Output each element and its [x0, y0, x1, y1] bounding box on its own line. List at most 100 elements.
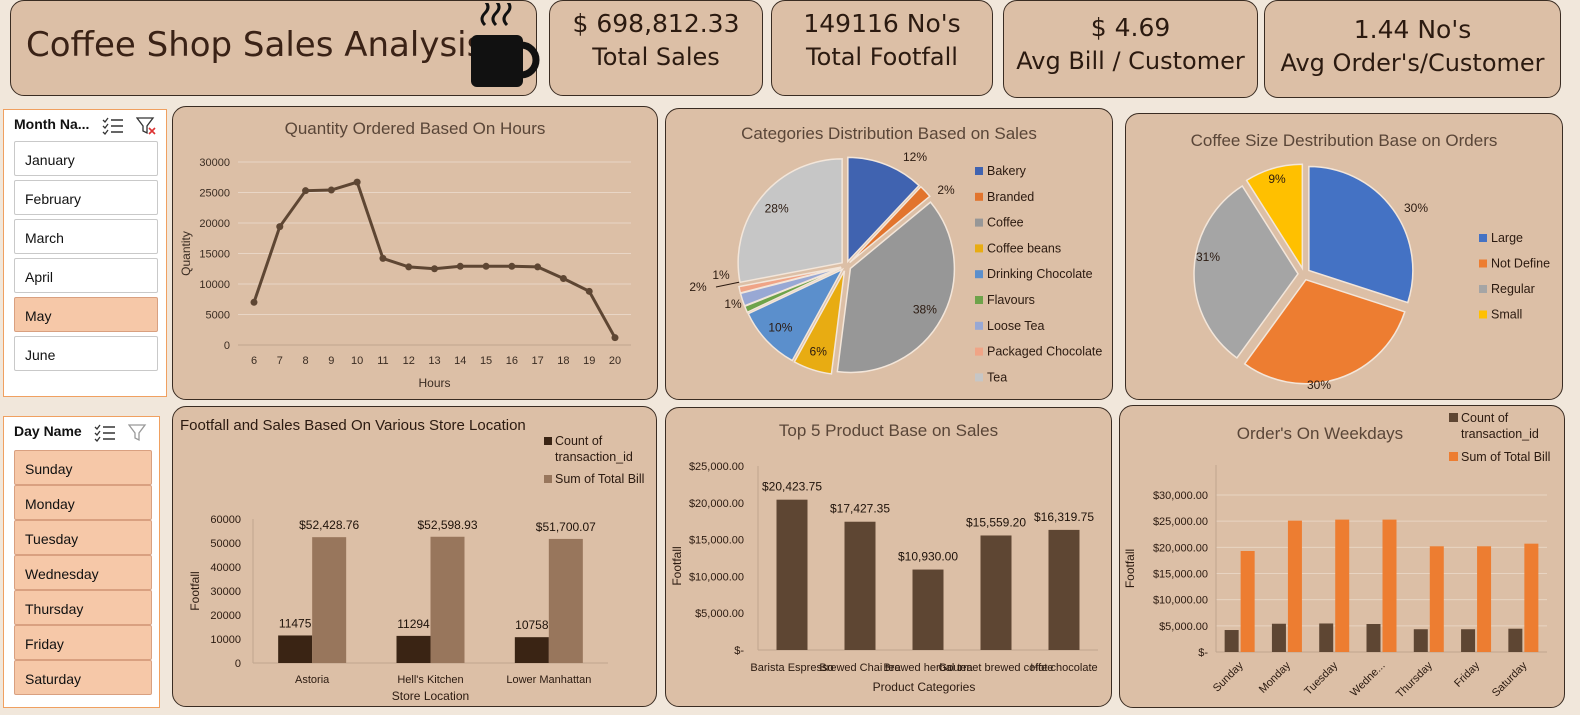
categories-pie-chart: 12% Bakery 2% Branded 38% Coffee 6% Coffee bean…	[689, 150, 1102, 384]
multi-select-icon[interactable]	[94, 423, 116, 443]
data-point	[482, 262, 490, 270]
x-tick-label: 6	[251, 355, 257, 367]
legend-label: Bakery	[987, 164, 1027, 178]
y-tick-label: 20000	[210, 610, 241, 622]
month-item-march[interactable]: March	[14, 219, 158, 254]
x-tick-label: Friday	[1452, 659, 1482, 689]
bar-data-label: $16,319.75	[1034, 510, 1094, 524]
month-item-february[interactable]: February	[14, 180, 158, 215]
month-item-april[interactable]: April	[14, 258, 158, 293]
kpi-value: $ 4.69	[1090, 13, 1171, 42]
legend-swatch	[975, 373, 983, 382]
y-tick-label: 60000	[210, 514, 241, 526]
legend-label: Small	[1491, 308, 1522, 322]
x-tick-label: 11	[377, 355, 388, 367]
chart-title: Quantity Ordered Based On Hours	[284, 119, 546, 138]
x-tick-label: Barista Espresso	[750, 662, 833, 674]
y-tick-label: $20,000.00	[1153, 542, 1208, 554]
bar	[912, 569, 944, 650]
legend-swatch	[975, 244, 983, 253]
day-slicer: Day Name Sunday Monday Tuesday Wednesday…	[3, 416, 160, 708]
y-axis-label: Footfall	[188, 571, 202, 610]
data-point	[250, 298, 258, 306]
month-item-june[interactable]: June	[14, 336, 158, 371]
x-tick-label: Hot chocolate	[1030, 662, 1097, 674]
month-item-may[interactable]: May	[14, 297, 158, 332]
y-tick-label: 5000	[206, 310, 230, 322]
pie-slice	[747, 267, 845, 362]
data-point	[585, 287, 593, 295]
bar	[1224, 630, 1239, 652]
sizes-chart-panel: Coffee Size Destribution Base on Orders …	[1125, 113, 1563, 400]
y-tick-label: 40000	[210, 562, 241, 574]
bar-data-label: $15,559.20	[966, 515, 1026, 529]
kpi-label: Total Footfall	[806, 43, 958, 71]
bar-data-label: 10758	[515, 618, 549, 632]
bar	[1413, 629, 1428, 652]
bar	[1335, 519, 1350, 652]
legend-label: Count of transaction_id	[555, 434, 633, 464]
pie-slice	[793, 270, 846, 375]
bar-data-label: 11475	[279, 616, 312, 630]
bar-data-label: $52,428.76	[299, 518, 359, 532]
bar	[1461, 629, 1476, 652]
data-point	[559, 275, 567, 283]
clear-filter-icon[interactable]	[136, 116, 158, 136]
day-item-tuesday[interactable]: Tuesday	[14, 520, 152, 555]
x-tick-label: 17	[532, 355, 544, 367]
day-item-friday[interactable]: Friday	[14, 625, 152, 660]
legend-label: Loose Tea	[987, 319, 1045, 333]
x-tick-label: Brewed Chai tea	[819, 662, 901, 674]
kpi-value: 1.44 No's	[1353, 15, 1472, 44]
legend-label: Not Define	[1491, 257, 1550, 271]
day-item-saturday[interactable]: Saturday	[14, 660, 152, 695]
pie-slice	[737, 158, 843, 284]
x-tick-label: 10	[351, 355, 363, 367]
x-tick-label: Tuesday	[1302, 659, 1340, 697]
pie-data-label: 9%	[1268, 172, 1286, 186]
products-chart-panel: Top 5 Product Base on Sales $- $5,000.00 $…	[665, 407, 1112, 707]
y-tick-label: 15000	[199, 249, 230, 261]
dashboard-title: Coffee Shop Sales Analysis	[26, 25, 485, 65]
x-axis-label: Product Categories	[873, 680, 976, 694]
data-point	[611, 334, 619, 342]
bar	[1366, 624, 1381, 652]
day-item-wednesday[interactable]: Wednesday	[14, 555, 152, 590]
stores-chart-panel: Footfall and Sales Based On Various Stor…	[172, 406, 657, 707]
x-tick-label: Astoria	[295, 674, 330, 686]
legend-swatch	[975, 296, 983, 304]
bar	[312, 537, 347, 663]
clear-filter-icon[interactable]	[128, 423, 150, 443]
legend-swatch	[975, 192, 983, 201]
y-tick-label: $25,000.00	[689, 461, 744, 473]
bar	[1477, 546, 1492, 652]
day-item-thursday[interactable]: Thursday	[14, 590, 152, 625]
day-item-monday[interactable]: Monday	[14, 485, 152, 520]
y-axis-label: Quantity	[179, 231, 193, 276]
kpi-value: $ 698,812.33	[572, 9, 740, 38]
pie-slice	[1245, 163, 1304, 271]
pie-slice	[1193, 184, 1299, 359]
data-point	[302, 187, 310, 195]
legend-label: Tea	[987, 370, 1007, 384]
y-tick-label: 10000	[210, 634, 241, 646]
x-tick-label: Saturday	[1490, 659, 1530, 699]
bar	[776, 499, 808, 650]
pie-data-label: 12%	[903, 150, 927, 164]
chart-title: Top 5 Product Base on Sales	[778, 421, 999, 440]
multi-select-icon[interactable]	[102, 116, 124, 136]
month-item-january[interactable]: January	[14, 141, 158, 176]
bar-data-label: 11294	[397, 617, 430, 631]
legend-label: Large	[1491, 231, 1523, 245]
legend-swatch	[975, 347, 983, 356]
legend-label: Flavours	[987, 293, 1035, 307]
kpi-label: Avg Bill / Customer	[1016, 47, 1245, 75]
pie-slice	[849, 185, 931, 264]
x-tick-label: Gourmet brewed coffee	[939, 662, 1054, 674]
bar-data-label: $10,930.00	[898, 550, 958, 564]
pie-slice	[847, 156, 921, 264]
bar	[844, 521, 876, 650]
day-item-sunday[interactable]: Sunday	[14, 450, 152, 485]
kpi-avg-bill: $ 4.69 Avg Bill / Customer	[1003, 0, 1258, 98]
bar-data-label: $20,423.75	[762, 480, 822, 494]
